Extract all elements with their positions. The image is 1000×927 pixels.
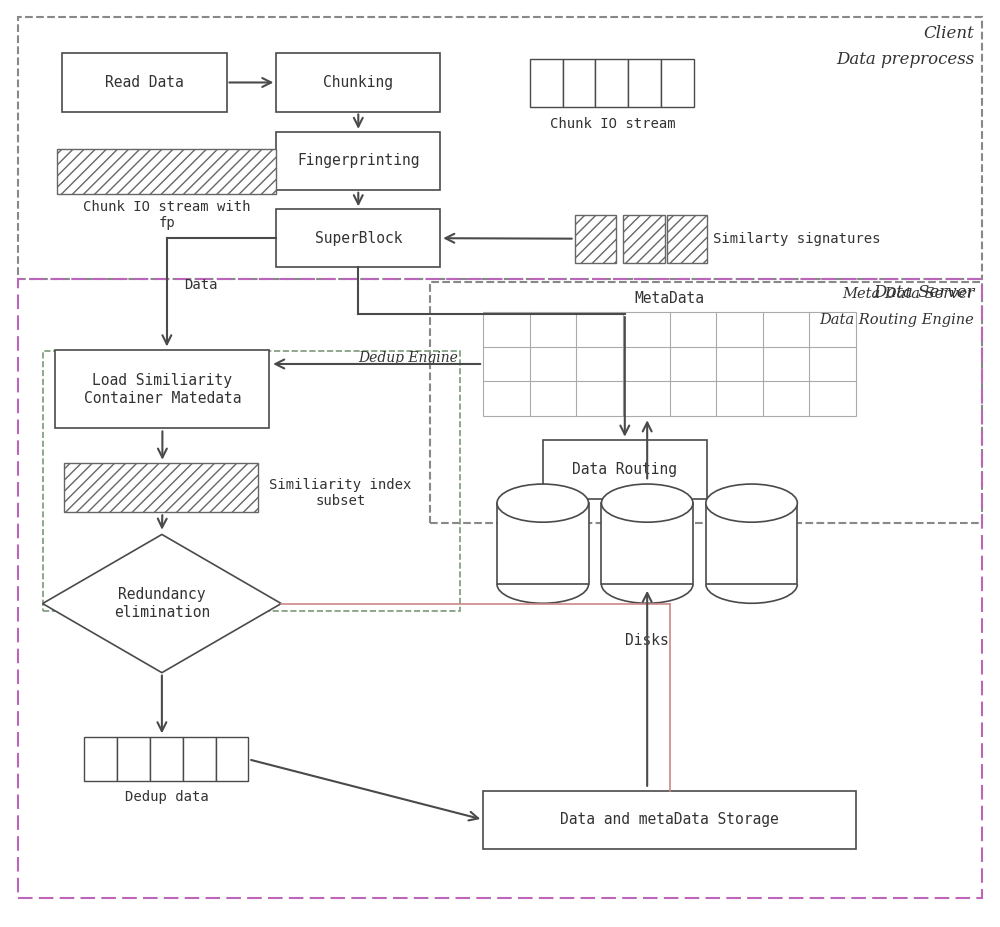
FancyBboxPatch shape	[117, 737, 150, 781]
Text: Data: Data	[184, 278, 217, 292]
Polygon shape	[43, 535, 281, 673]
FancyBboxPatch shape	[62, 54, 227, 111]
FancyBboxPatch shape	[575, 215, 616, 262]
Text: Data Server: Data Server	[873, 284, 974, 301]
FancyBboxPatch shape	[595, 59, 628, 107]
FancyBboxPatch shape	[483, 312, 856, 415]
Text: Dedup data: Dedup data	[125, 790, 209, 804]
FancyBboxPatch shape	[276, 210, 440, 267]
Text: Data Routing: Data Routing	[572, 462, 677, 477]
Ellipse shape	[601, 484, 693, 522]
Ellipse shape	[706, 484, 797, 522]
FancyBboxPatch shape	[57, 149, 276, 194]
Text: Meta Data Server: Meta Data Server	[842, 286, 974, 300]
FancyBboxPatch shape	[530, 59, 563, 107]
Text: Chunk IO stream: Chunk IO stream	[550, 117, 675, 131]
Text: MetaData: MetaData	[634, 291, 704, 306]
FancyBboxPatch shape	[563, 59, 595, 107]
Polygon shape	[601, 503, 693, 584]
Polygon shape	[497, 503, 589, 584]
Text: Chunking: Chunking	[323, 75, 393, 90]
FancyBboxPatch shape	[483, 791, 856, 848]
Text: Read Data: Read Data	[105, 75, 184, 90]
Text: Data Routing Engine: Data Routing Engine	[820, 313, 974, 327]
Text: Disks: Disks	[625, 633, 669, 648]
Text: Dedup Engine: Dedup Engine	[358, 351, 458, 365]
FancyBboxPatch shape	[276, 54, 440, 111]
FancyBboxPatch shape	[64, 464, 258, 513]
FancyBboxPatch shape	[628, 59, 661, 107]
Polygon shape	[706, 503, 797, 584]
FancyBboxPatch shape	[661, 59, 694, 107]
FancyBboxPatch shape	[55, 350, 269, 428]
Text: Similarty signatures: Similarty signatures	[713, 232, 880, 246]
Text: Client: Client	[924, 25, 974, 42]
Text: Similiarity index
subset: Similiarity index subset	[269, 478, 412, 508]
Text: Chunk IO stream with
fp: Chunk IO stream with fp	[83, 200, 251, 230]
FancyBboxPatch shape	[216, 737, 248, 781]
FancyBboxPatch shape	[84, 737, 117, 781]
FancyBboxPatch shape	[543, 440, 707, 499]
FancyBboxPatch shape	[667, 215, 707, 262]
Text: Fingerprinting: Fingerprinting	[297, 153, 420, 169]
FancyBboxPatch shape	[183, 737, 216, 781]
Text: Data and metaData Storage: Data and metaData Storage	[560, 812, 779, 827]
Text: Load Similiarity
Container Matedata: Load Similiarity Container Matedata	[84, 374, 241, 405]
FancyBboxPatch shape	[150, 737, 183, 781]
Text: SuperBlock: SuperBlock	[315, 231, 402, 246]
FancyBboxPatch shape	[276, 132, 440, 190]
FancyBboxPatch shape	[623, 215, 665, 262]
Text: Redundancy
elimination: Redundancy elimination	[114, 588, 210, 620]
Text: Data preprocess: Data preprocess	[836, 51, 974, 68]
Ellipse shape	[497, 484, 589, 522]
